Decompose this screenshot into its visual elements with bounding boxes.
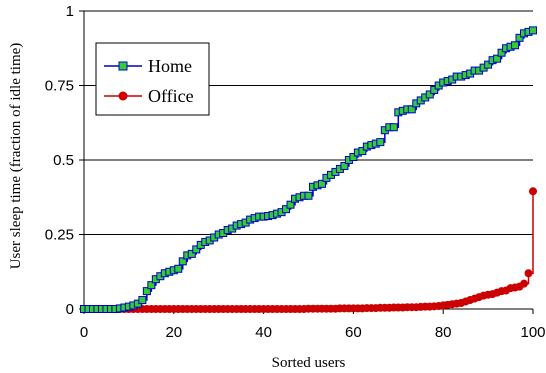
data-point-home bbox=[407, 105, 416, 114]
x-tick-label: 60 bbox=[345, 324, 362, 341]
data-point-home bbox=[430, 85, 439, 94]
x-axis-label: Sorted users bbox=[272, 355, 346, 371]
data-point-home bbox=[484, 60, 493, 69]
series-layer bbox=[80, 26, 537, 313]
data-point-home bbox=[286, 200, 295, 209]
tick-labels: 0 0.25 0.5 0.75 1 0 20 40 60 80 100 bbox=[45, 3, 546, 341]
data-point-office bbox=[524, 269, 533, 278]
data-point-home bbox=[497, 48, 506, 57]
x-tick-label: 20 bbox=[165, 324, 182, 341]
legend-item-office: Office bbox=[104, 86, 194, 106]
legend-marker bbox=[118, 91, 128, 101]
data-point-office bbox=[520, 279, 529, 288]
legend-marker bbox=[118, 61, 128, 71]
data-point-home bbox=[511, 41, 520, 50]
x-tick-label: 100 bbox=[520, 324, 545, 341]
data-point-home bbox=[340, 161, 349, 170]
x-tick-label: 40 bbox=[255, 324, 272, 341]
data-point-home bbox=[349, 153, 358, 162]
legend-label: Office bbox=[148, 86, 194, 106]
series-home bbox=[80, 26, 537, 313]
x-tick-label: 0 bbox=[80, 324, 88, 341]
data-point-home bbox=[178, 257, 187, 266]
data-point-home bbox=[304, 191, 313, 200]
data-point-home bbox=[174, 264, 183, 273]
data-point-home bbox=[187, 249, 196, 258]
data-point-home bbox=[282, 205, 291, 214]
data-point-home bbox=[147, 281, 156, 290]
y-tick-label: 0 bbox=[66, 301, 74, 318]
data-point-home bbox=[529, 26, 537, 35]
data-point-home bbox=[389, 123, 398, 132]
data-point-home bbox=[425, 90, 434, 99]
data-point-home bbox=[493, 54, 502, 63]
legend-label: Home bbox=[148, 56, 192, 76]
y-tick-label: 0.75 bbox=[45, 78, 74, 95]
data-point-home bbox=[138, 296, 147, 305]
data-point-home bbox=[142, 287, 151, 296]
data-point-home bbox=[317, 179, 326, 188]
y-tick-label: 0.25 bbox=[45, 227, 74, 244]
legend-item-home: Home bbox=[104, 56, 192, 76]
y-tick-label: 1 bbox=[66, 3, 74, 20]
legend-box bbox=[95, 42, 210, 116]
data-point-home bbox=[358, 147, 367, 156]
y-tick-label: 0.5 bbox=[53, 152, 74, 169]
legend: Home Office bbox=[95, 42, 210, 116]
data-point-home bbox=[192, 245, 201, 254]
data-point-home bbox=[376, 138, 385, 147]
x-tick-label: 80 bbox=[435, 324, 452, 341]
y-axis-label: User sleep time (fraction of idle time) bbox=[8, 43, 24, 270]
data-point-office bbox=[529, 187, 537, 196]
data-point-home bbox=[515, 33, 524, 42]
